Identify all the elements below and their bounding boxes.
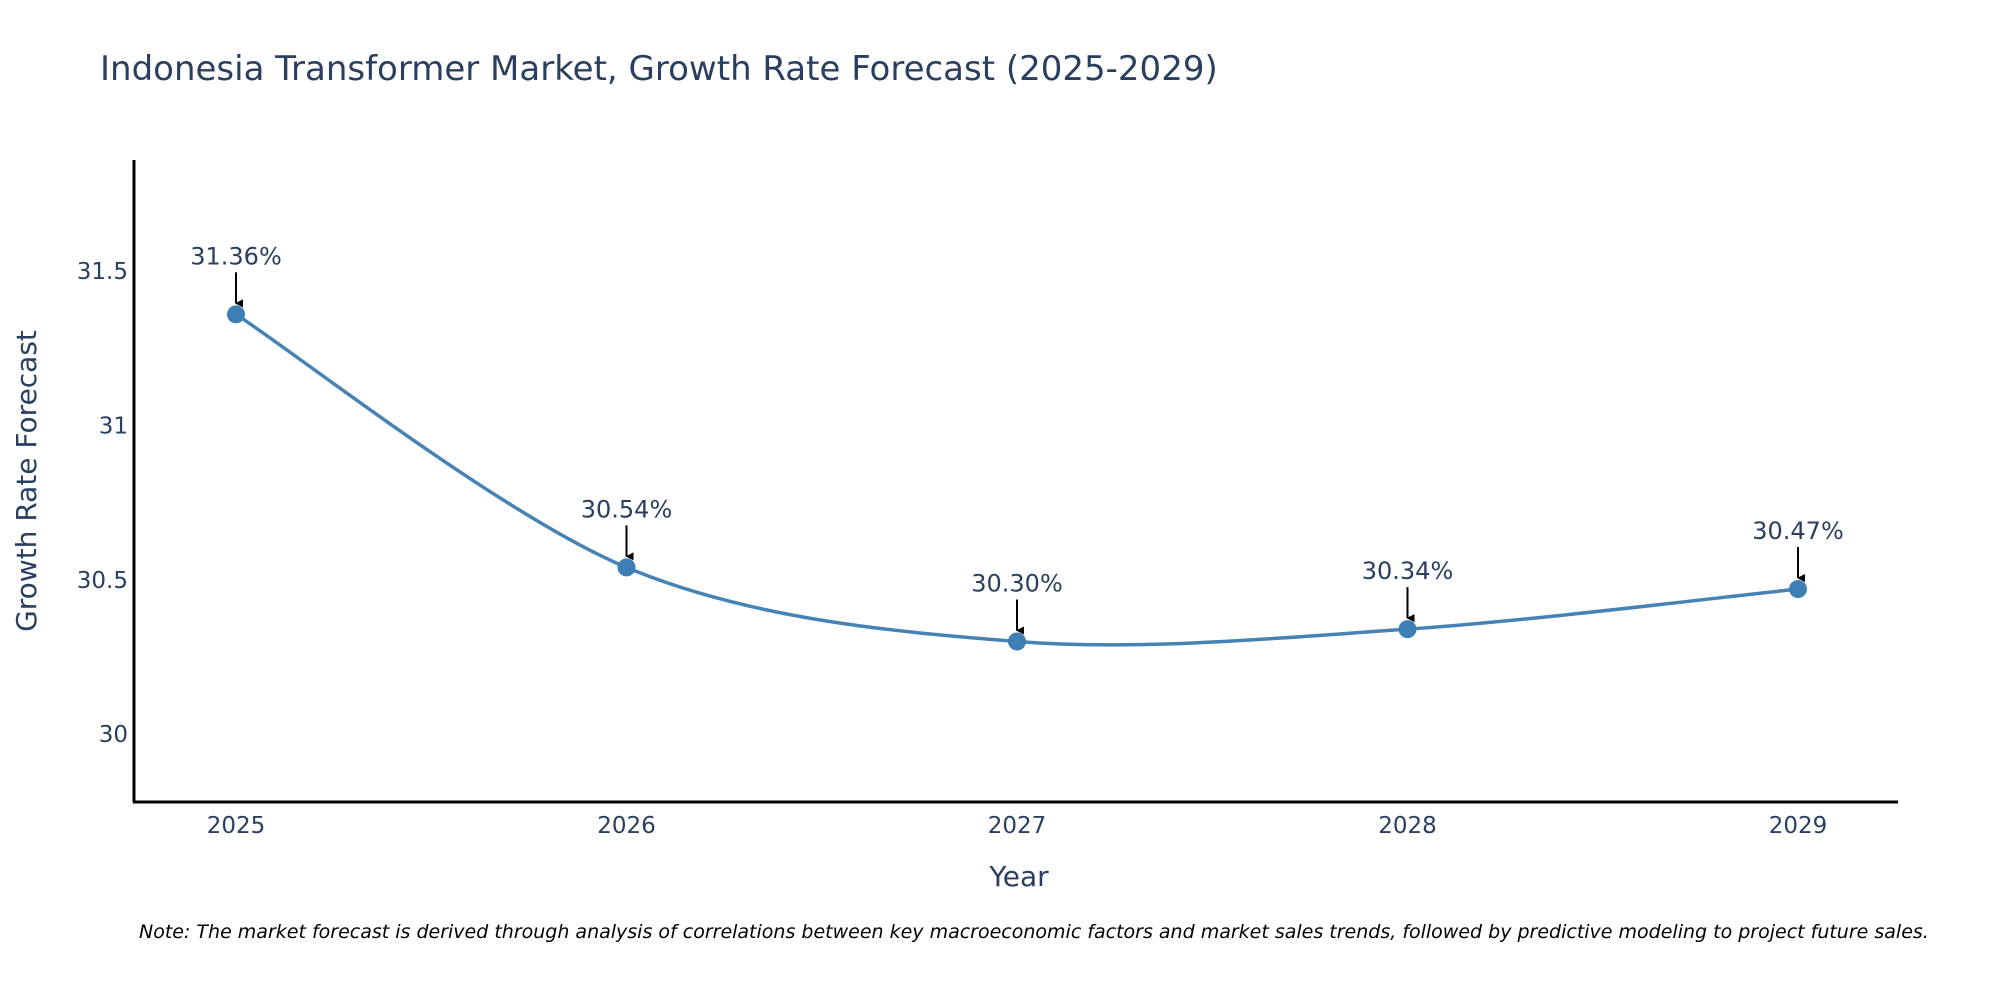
x-axis-title: Year — [988, 860, 1049, 893]
y-tick-labels: 30 30.5 31 31.5 — [77, 259, 128, 748]
x-tick-label: 2029 — [1769, 813, 1828, 839]
series-line — [234, 312, 1800, 647]
x-tick-label: 2028 — [1378, 813, 1437, 839]
chart-note: Note: The market forecast is derived thr… — [139, 921, 1929, 943]
y-tick-label: 30 — [99, 722, 128, 748]
series-markers — [227, 305, 1807, 651]
data-point — [1008, 632, 1026, 651]
y-axis-title: Growth Rate Forecast — [10, 330, 43, 632]
data-point — [1398, 620, 1417, 639]
data-point — [227, 305, 245, 324]
data-label: 31.36% — [190, 242, 282, 270]
data-label: 30.34% — [1362, 557, 1454, 585]
chart-title: Indonesia Transformer Market, Growth Rat… — [100, 49, 1218, 89]
axes — [132, 160, 1898, 804]
data-label-annotations: 31.36% 30.54% 30.30% 30.34% 30.47% — [190, 242, 1844, 635]
y-tick-label: 31.5 — [77, 259, 128, 285]
data-label: 30.30% — [971, 570, 1063, 598]
x-tick-label: 2025 — [207, 813, 266, 839]
y-tick-label: 31 — [99, 413, 128, 439]
data-point — [617, 558, 636, 577]
data-label: 30.54% — [581, 495, 673, 523]
y-tick-label: 30.5 — [77, 568, 128, 594]
data-label: 30.47% — [1752, 517, 1844, 545]
x-tick-label: 2026 — [597, 813, 656, 839]
data-point — [1789, 580, 1807, 599]
x-tick-labels: 2025 2026 2027 2028 2029 — [207, 813, 1828, 839]
x-tick-label: 2027 — [988, 813, 1047, 839]
